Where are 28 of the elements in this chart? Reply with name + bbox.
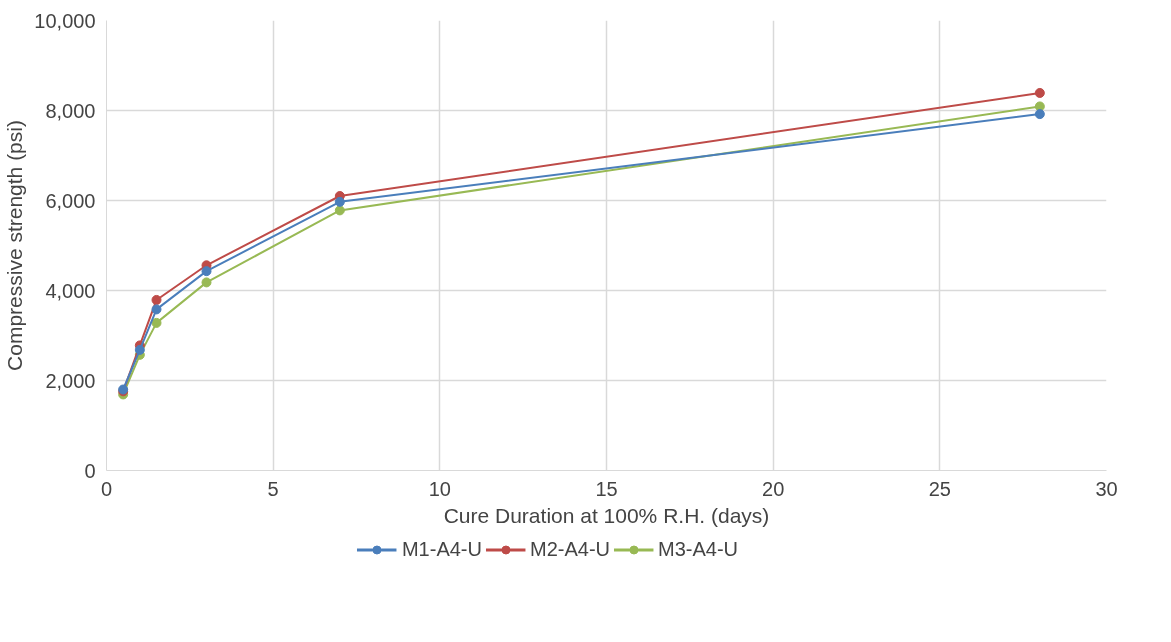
legend-label: M1-A4-U bbox=[401, 537, 482, 561]
point bbox=[151, 294, 162, 305]
point bbox=[201, 266, 212, 277]
y-tick-label: 6,000 bbox=[45, 189, 96, 212]
x-tick-label: 30 bbox=[1095, 477, 1118, 500]
x-tick-label: 10 bbox=[428, 477, 451, 500]
y-tick-label: 2,000 bbox=[45, 369, 96, 392]
point bbox=[151, 317, 162, 328]
x-tick-label: 20 bbox=[762, 477, 785, 500]
point bbox=[334, 196, 345, 207]
y-tick-label: 10,000 bbox=[34, 9, 96, 32]
x-axis-title: Cure Duration at 100% R.H. (days) bbox=[443, 503, 770, 527]
x-tick-label: 25 bbox=[928, 477, 951, 500]
y-axis-title: Compressive strength (psi) bbox=[3, 120, 27, 371]
y-tick-label: 0 bbox=[84, 459, 96, 482]
point bbox=[134, 344, 145, 355]
legend-label: M2-A4-U bbox=[529, 537, 610, 561]
point bbox=[334, 205, 345, 216]
legend-label: M3-A4-U bbox=[657, 537, 739, 561]
point bbox=[151, 304, 162, 315]
point bbox=[201, 277, 212, 288]
point bbox=[1034, 87, 1045, 98]
x-tick-label: 15 bbox=[595, 477, 618, 500]
point bbox=[1034, 109, 1045, 120]
x-tick-label: 5 bbox=[267, 477, 279, 500]
x-tick-label: 0 bbox=[100, 477, 113, 500]
y-tick-label: 8,000 bbox=[45, 99, 96, 122]
y-tick-label: 4,000 bbox=[45, 279, 96, 302]
